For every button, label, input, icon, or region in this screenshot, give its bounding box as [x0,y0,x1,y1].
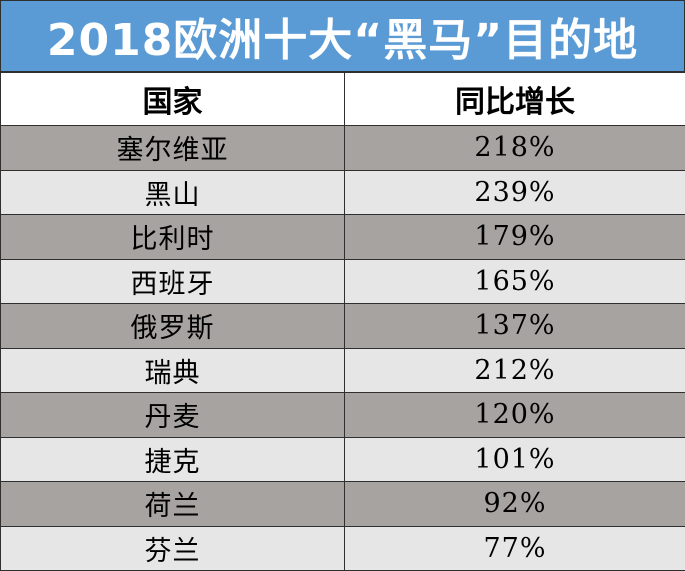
table-row: 黑山 239% [0,169,685,215]
column-header-growth: 同比增长 [344,72,685,126]
table-row: 荷兰 92% [0,481,685,527]
country-cell: 黑山 [0,169,345,215]
country-cell: 丹麦 [0,392,345,438]
column-header-country: 国家 [0,72,345,126]
table-row: 西班牙 165% [0,258,685,304]
country-cell: 荷兰 [0,481,345,527]
country-cell: 西班牙 [0,258,345,304]
table-row: 比利时 179% [0,214,685,260]
sheet-title: 2018欧洲十大“黑马”目的地 [0,0,685,72]
destinations-table: 国家 同比增长 塞尔维亚 218% 黑山 239% 比利时 179% 西班牙 1… [0,72,685,571]
growth-cell: 137% [344,303,685,349]
growth-cell: 77% [344,525,685,571]
header-row: 国家 同比增长 [0,72,685,126]
growth-cell: 101% [344,436,685,482]
growth-cell: 218% [344,125,685,171]
growth-cell: 165% [344,258,685,304]
country-cell: 塞尔维亚 [0,125,345,171]
country-cell: 捷克 [0,436,345,482]
country-cell: 俄罗斯 [0,303,345,349]
table-row: 捷克 101% [0,436,685,482]
growth-cell: 120% [344,392,685,438]
table-row: 芬兰 77% [0,525,685,571]
growth-cell: 92% [344,481,685,527]
table-row: 俄罗斯 137% [0,303,685,349]
growth-cell: 212% [344,347,685,393]
growth-cell: 239% [344,169,685,215]
growth-cell: 179% [344,214,685,260]
country-cell: 瑞典 [0,347,345,393]
table-row: 丹麦 120% [0,392,685,438]
country-cell: 芬兰 [0,525,345,571]
table-row: 瑞典 212% [0,347,685,393]
country-cell: 比利时 [0,214,345,260]
table-row: 塞尔维亚 218% [0,125,685,171]
